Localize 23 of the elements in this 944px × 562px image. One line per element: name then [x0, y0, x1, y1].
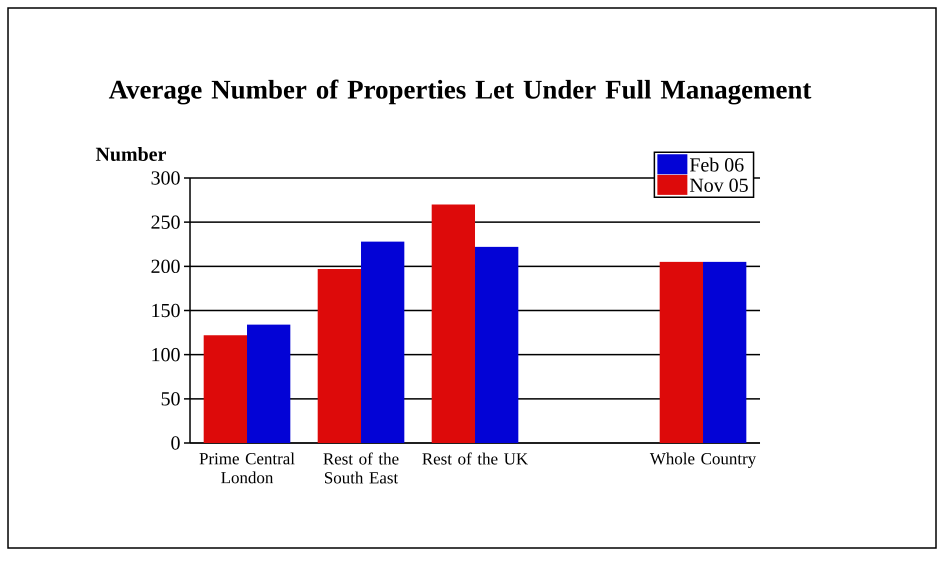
y-tick-label: 300 [152, 171, 180, 185]
bar [703, 262, 746, 443]
y-tick-label: 100 [152, 348, 180, 362]
bar [361, 242, 404, 443]
y-axis-title: Number [96, 146, 166, 162]
legend-label: Feb 06 [690, 158, 744, 172]
bar [660, 262, 704, 443]
bar [204, 335, 248, 443]
bar [475, 246, 518, 443]
y-tick-label: 200 [151, 260, 180, 274]
y-tick-label: 250 [151, 215, 180, 229]
bar [432, 204, 476, 443]
chart-title: Average Number of Properties Let Under Full Management [108, 80, 812, 104]
x-tick-label: Rest of the UK [422, 452, 528, 465]
x-tick-label: Whole Country [650, 452, 756, 468]
bar [318, 268, 362, 443]
x-tick-label: Prime Central London [200, 452, 295, 484]
y-tick-label: 150 [152, 304, 180, 318]
bar [247, 324, 290, 443]
y-tick-label: 0 [171, 436, 180, 450]
legend-label: Nov 05 [690, 178, 748, 192]
y-tick-label: 50 [162, 392, 180, 406]
x-tick-label: Rest of the South East [323, 452, 399, 484]
